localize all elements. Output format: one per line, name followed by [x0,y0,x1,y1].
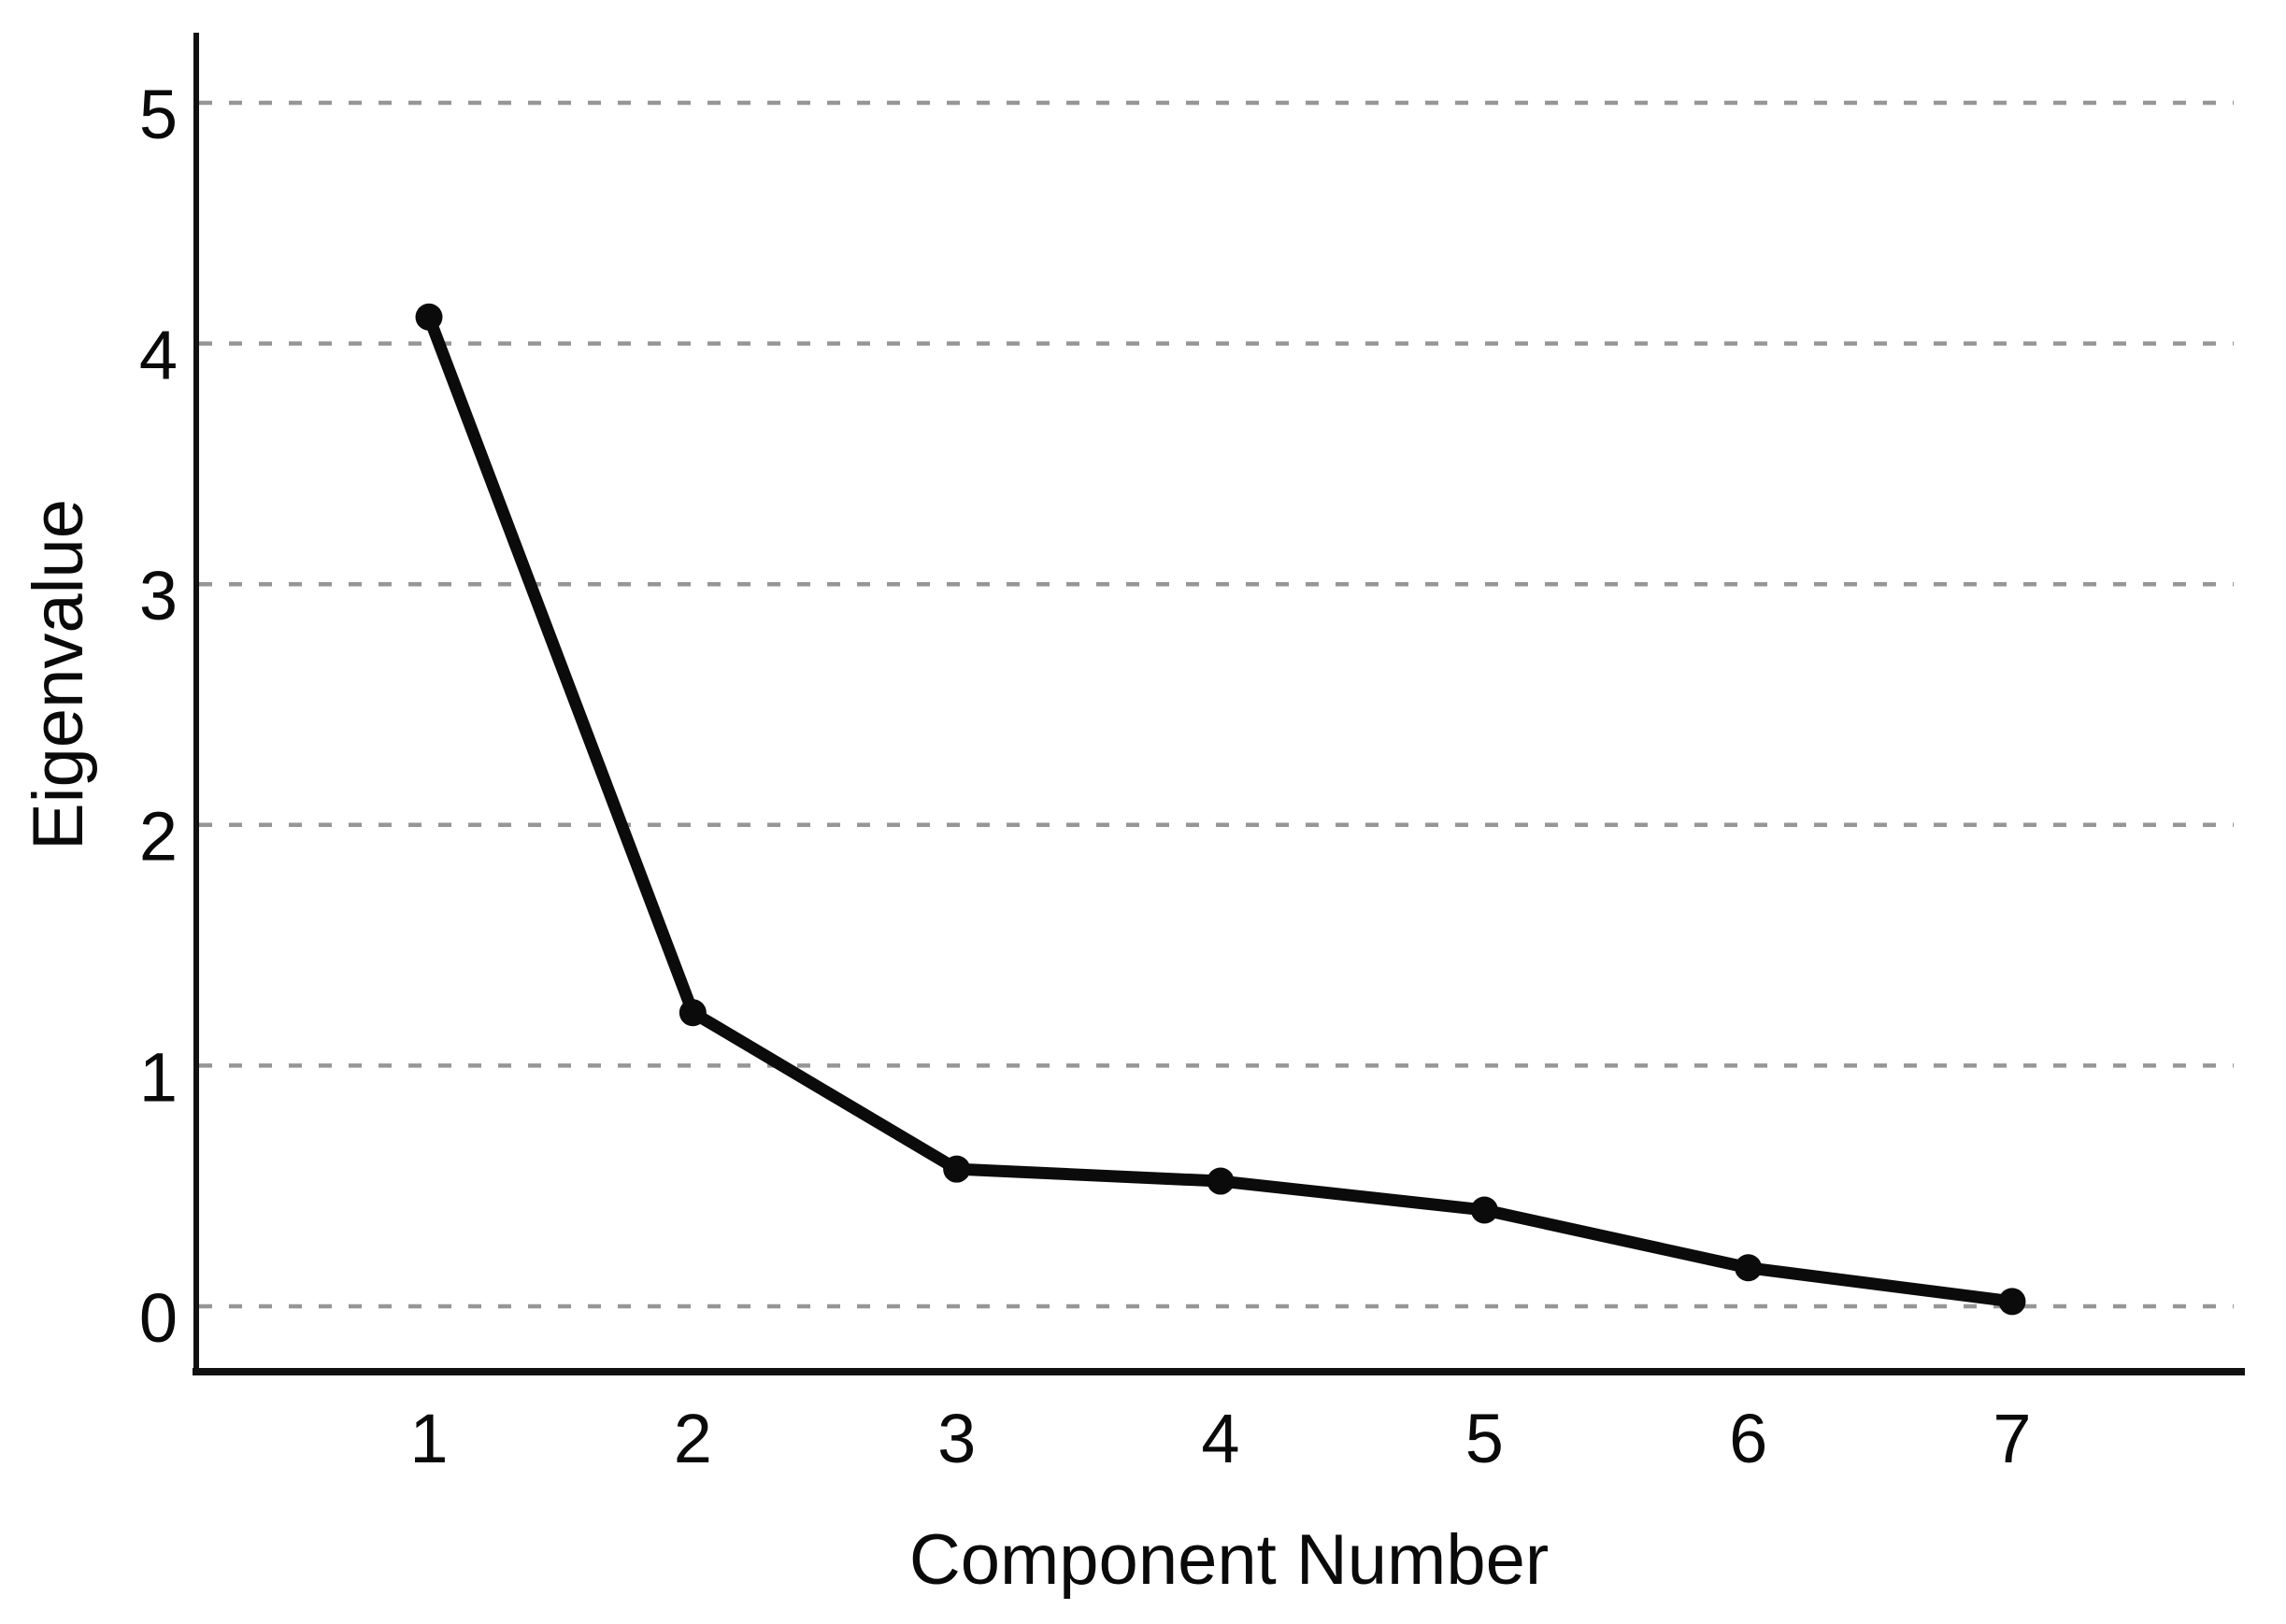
y-tick-label-3: 3 [139,557,178,634]
data-point-marker-6 [1735,1254,1763,1282]
gridlines [199,100,2234,1309]
data-point-marker-1 [415,303,443,331]
data-point-marker-7 [1998,1288,2026,1316]
y-tick-labels: 0 1 2 3 4 5 [139,76,178,1357]
data-point-marker-2 [679,999,707,1027]
x-tick-label-2: 2 [674,1400,712,1477]
data-point-marker-5 [1470,1196,1498,1224]
x-tick-label-1: 1 [409,1400,448,1477]
data-point-marker-3 [943,1155,971,1183]
series-line [422,310,2019,1308]
x-tick-label-4: 4 [1201,1400,1239,1477]
y-axis-title: Eigenvalue [19,499,98,850]
x-axis-title: Component Number [909,1520,1549,1600]
y-tick-label-1: 1 [139,1038,178,1116]
x-tick-label-7: 7 [1993,1400,2031,1477]
data-point-marker-4 [1207,1167,1235,1195]
y-tick-label-5: 5 [139,76,178,153]
x-tick-label-6: 6 [1729,1400,1767,1477]
y-tick-label-4: 4 [139,317,178,394]
x-tick-label-3: 3 [937,1400,976,1477]
y-tick-label-0: 0 [139,1279,178,1357]
x-tick-labels: 1 2 3 4 5 6 7 [409,1400,2031,1477]
eigenvalue-series [415,303,2026,1316]
y-tick-label-2: 2 [139,798,178,876]
x-tick-label-5: 5 [1465,1400,1504,1477]
